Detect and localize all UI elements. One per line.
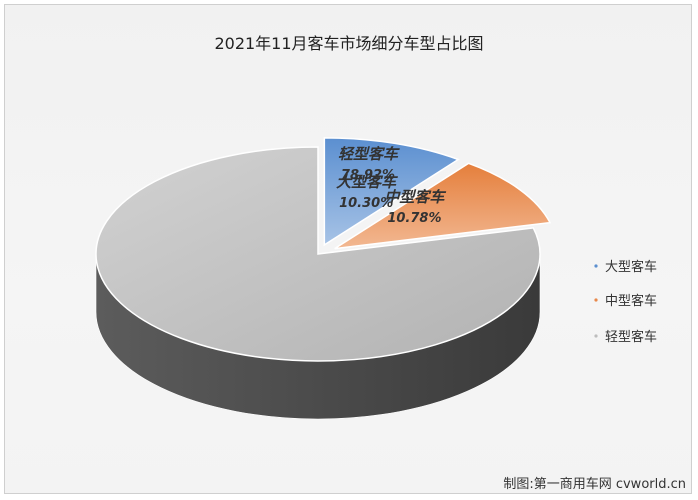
pie-slice-mid [334, 162, 552, 250]
legend-label-mid: 中型客车 [605, 293, 657, 309]
slice-value-label-light: 78.92% [341, 168, 395, 183]
legend-marker-mid [594, 298, 598, 302]
slice-value-label-mid: 10.78% [387, 211, 441, 226]
pie-slice-light [95, 146, 541, 362]
legend-marker-big [594, 264, 598, 268]
slice-name-label-big: 大型客车 [336, 173, 398, 191]
chart-title: 2021年11月客车市场细分车型占比图 [214, 34, 483, 53]
pie-slice-big [323, 137, 460, 247]
legend-label-light: 轻型客车 [605, 329, 657, 345]
legend-label-big: 大型客车 [605, 259, 657, 275]
legend: 大型客车 中型客车 轻型客车 [594, 259, 657, 345]
legend-marker-light [594, 334, 598, 338]
slice-value-label-big: 10.30% [339, 196, 393, 211]
slice-name-label-light: 轻型客车 [338, 145, 400, 163]
slice-name-label-mid: 中型客车 [384, 188, 446, 206]
credit-text: 制图:第一商用车网 cvworld.cn [503, 477, 686, 492]
